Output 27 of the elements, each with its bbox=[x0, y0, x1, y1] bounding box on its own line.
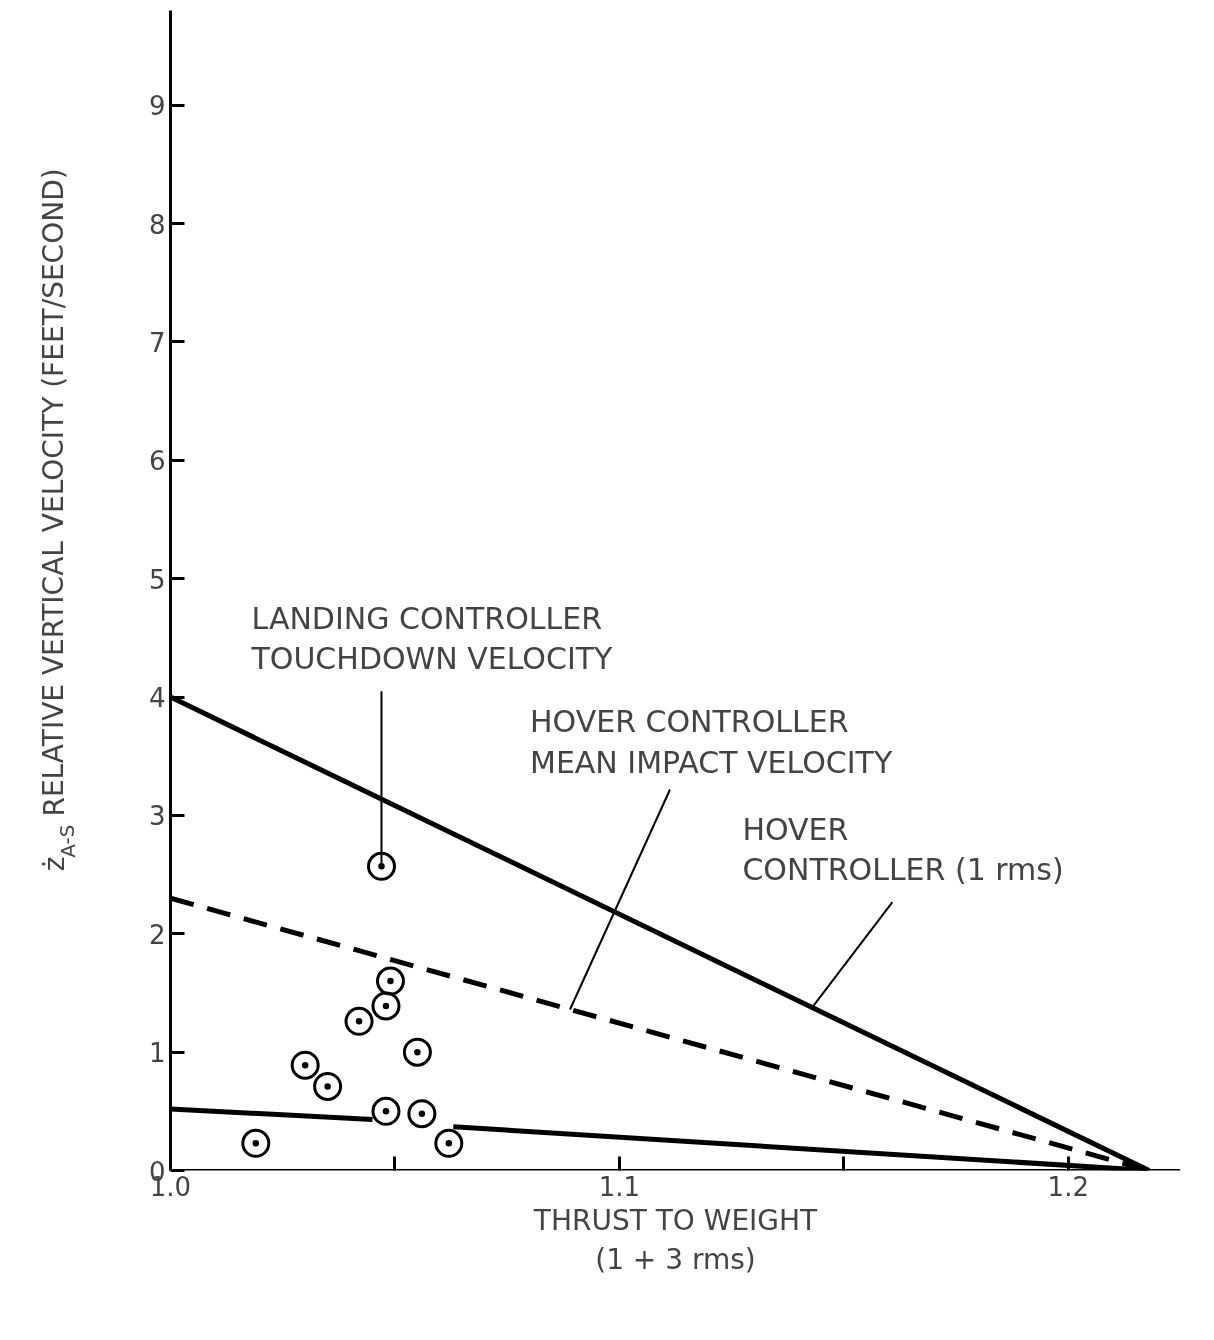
point bbox=[344, 1006, 374, 1036]
point bbox=[407, 1099, 437, 1129]
point bbox=[290, 1050, 320, 1080]
x-axis-title: THRUST TO WEIGHT (1 + 3 rms) bbox=[532, 1203, 819, 1277]
point bbox=[402, 1037, 432, 1067]
y-tick-label: 8 bbox=[148, 209, 166, 240]
point bbox=[313, 1071, 343, 1101]
annotation: HOVER CONTROLLER MEAN IMPACT VELOCITY bbox=[530, 704, 893, 780]
y-tick-label: 5 bbox=[148, 564, 166, 595]
y-tick-label: 4 bbox=[148, 683, 166, 714]
point bbox=[371, 1096, 401, 1126]
x-tick-label: 1.2 bbox=[1047, 1171, 1089, 1202]
y-axis-title: żA-S RELATIVE VERTICAL VELOCITY (FEET/SECOND) bbox=[37, 168, 80, 872]
y-tick-label: 9 bbox=[148, 91, 166, 122]
point bbox=[434, 1128, 464, 1158]
point bbox=[371, 991, 401, 1021]
annotation: HOVER CONTROLLER (1 rms) bbox=[742, 811, 1064, 888]
point bbox=[241, 1128, 271, 1158]
annotation: LANDING CONTROLLER TOUCHDOWN VELOCITY bbox=[250, 601, 614, 677]
y-tick-label: 2 bbox=[148, 919, 166, 950]
y-tick-label: 1 bbox=[148, 1038, 166, 1069]
y-tick-label: 6 bbox=[148, 446, 166, 477]
y-tick-label: 3 bbox=[148, 801, 166, 832]
y-tick-label: 7 bbox=[148, 327, 166, 358]
x-tick-label: 1.1 bbox=[598, 1171, 641, 1202]
point bbox=[375, 966, 405, 996]
point bbox=[366, 851, 396, 881]
